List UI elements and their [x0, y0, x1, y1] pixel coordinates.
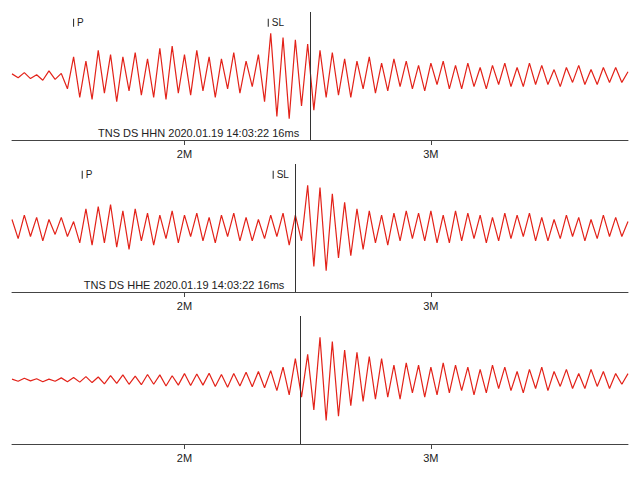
svg-text:2M: 2M: [177, 300, 192, 312]
svg-text:TNS DS HHE 2020.01.19 14:03:22: TNS DS HHE 2020.01.19 14:03:22 16ms: [84, 279, 285, 291]
svg-text:P: P: [77, 17, 84, 28]
svg-text:2M: 2M: [177, 148, 192, 160]
svg-text:P: P: [86, 169, 93, 180]
svg-text:SL: SL: [277, 169, 290, 180]
svg-text:3M: 3M: [423, 452, 438, 464]
svg-text:2M: 2M: [177, 452, 192, 464]
svg-text:3M: 3M: [423, 300, 438, 312]
svg-text:SL: SL: [272, 17, 285, 28]
svg-text:3M: 3M: [423, 148, 438, 160]
svg-text:TNS DS HHN 2020.01.19 14:03:22: TNS DS HHN 2020.01.19 14:03:22 16ms: [98, 127, 300, 139]
